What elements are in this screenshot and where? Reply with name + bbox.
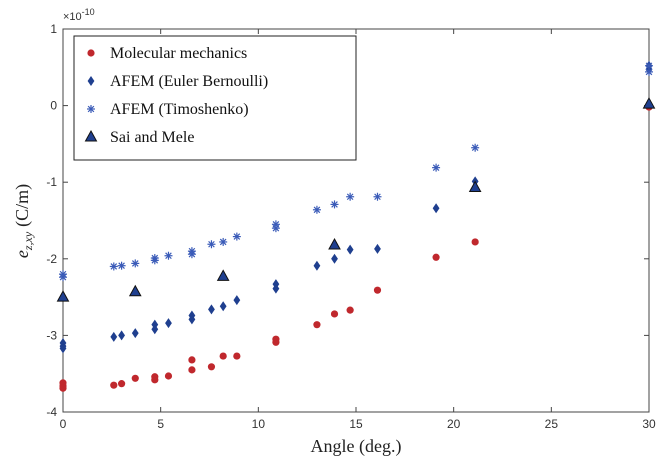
- data-point: [131, 374, 139, 382]
- data-point: [328, 237, 341, 250]
- y-tick-label: -1: [46, 175, 57, 189]
- data-point: [346, 306, 354, 314]
- x-tick-label: 15: [349, 417, 363, 431]
- y-multiplier: ×10-10: [63, 7, 95, 23]
- data-point: [271, 224, 280, 233]
- data-point: [233, 295, 241, 306]
- data-point: [272, 283, 280, 294]
- data-point: [188, 356, 196, 364]
- data-point: [110, 381, 118, 389]
- data-point: [432, 163, 441, 172]
- data-point: [642, 97, 656, 109]
- y-tick-label: -4: [46, 405, 57, 419]
- legend-marker: [87, 49, 95, 57]
- x-axis-title: Angle (deg.): [311, 436, 402, 457]
- x-tick-label: 0: [60, 417, 67, 431]
- data-point: [471, 143, 480, 152]
- data-point: [219, 237, 228, 246]
- data-point: [207, 240, 216, 249]
- data-point: [432, 203, 440, 214]
- data-point: [187, 250, 196, 259]
- y-tick-label: 1: [50, 22, 57, 36]
- y-axis-ticks: -4 -3 -2 -1 0 1: [46, 22, 649, 419]
- series-0: [59, 103, 653, 392]
- data-point: [233, 352, 241, 360]
- y-axis-unit: (C/m): [12, 184, 33, 227]
- legend-label: Molecular mechanics: [110, 45, 247, 62]
- data-point: [188, 366, 196, 374]
- data-point: [165, 318, 172, 329]
- legend-label: AFEM (Timoshenko): [110, 101, 249, 118]
- data-point: [374, 243, 381, 254]
- data-point: [219, 352, 227, 360]
- data-point: [216, 269, 230, 281]
- data-point: [117, 261, 126, 270]
- x-tick-label: 5: [157, 417, 164, 431]
- data-point: [151, 373, 159, 381]
- data-point: [313, 260, 321, 271]
- data-point: [118, 380, 126, 388]
- data-point: [208, 304, 215, 315]
- data-point: [330, 200, 339, 209]
- data-point: [330, 310, 339, 318]
- x-tick-label: 25: [545, 417, 559, 431]
- data-point: [151, 324, 159, 335]
- legend-marker: [84, 129, 98, 142]
- data-point: [188, 314, 196, 325]
- x-tick-label: 30: [642, 417, 656, 431]
- y-axis-title: ez,xy (C/m): [12, 184, 35, 258]
- y-axis-subscript: z,xy: [21, 231, 35, 251]
- data-point: [131, 259, 140, 268]
- y-tick-label: 0: [50, 99, 57, 113]
- legend: Molecular mechanics AFEM (Euler Bernoulli…: [73, 35, 357, 161]
- data-point: [128, 284, 142, 297]
- data-point: [346, 192, 355, 201]
- x-axis-ticks: 0 5 10 15 20 25 30: [60, 29, 656, 431]
- data-point: [346, 244, 354, 255]
- data-point: [150, 256, 159, 265]
- data-point: [471, 238, 479, 246]
- data-point: [432, 253, 440, 261]
- data-point: [110, 331, 118, 342]
- x-tick-label: 20: [447, 417, 461, 431]
- data-point: [468, 180, 482, 193]
- y-tick-label: -2: [46, 252, 57, 266]
- legend-marker: [87, 105, 95, 113]
- legend-label: AFEM (Euler Bernoulli): [110, 73, 268, 90]
- data-point: [373, 192, 382, 201]
- x-tick-label: 10: [252, 417, 266, 431]
- data-point: [109, 262, 118, 271]
- data-point: [207, 363, 216, 371]
- legend-marker: [87, 76, 95, 86]
- data-point: [131, 328, 139, 339]
- data-point: [164, 251, 173, 260]
- y-tick-label: -3: [46, 328, 57, 342]
- y-axis-symbol: e: [12, 250, 32, 258]
- series-3: [56, 97, 656, 302]
- y-multiplier-exponent: -10: [82, 7, 95, 17]
- data-point: [56, 290, 70, 302]
- data-marks: [56, 60, 656, 392]
- data-point: [645, 61, 653, 70]
- data-point: [59, 384, 67, 392]
- legend-label: Sai and Mele: [110, 129, 194, 146]
- data-point: [118, 330, 125, 341]
- data-point: [312, 205, 321, 214]
- legend-box: [73, 35, 357, 161]
- data-point: [59, 343, 67, 354]
- data-point: [272, 338, 280, 346]
- data-point: [373, 286, 382, 294]
- data-point: [219, 301, 227, 312]
- data-point: [232, 232, 241, 241]
- data-point: [331, 253, 338, 264]
- data-point: [59, 273, 67, 282]
- data-point: [164, 372, 173, 380]
- data-point: [313, 321, 321, 329]
- series-2: [59, 61, 653, 282]
